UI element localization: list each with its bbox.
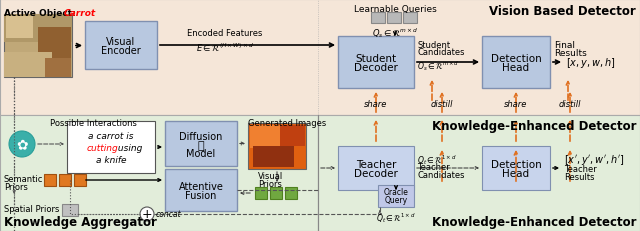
Text: Learnable Queries: Learnable Queries <box>354 5 436 14</box>
Bar <box>270 187 282 199</box>
Text: +: + <box>141 208 152 221</box>
Text: ✿: ✿ <box>16 137 28 151</box>
Text: Decoder: Decoder <box>354 168 398 178</box>
Text: a knife: a knife <box>96 155 126 164</box>
Text: $[x',y',w',h']$: $[x',y',w',h']$ <box>564 152 625 166</box>
Bar <box>62 204 78 216</box>
Bar <box>4 15 72 78</box>
Text: Knowledge-Enhanced Detector: Knowledge-Enhanced Detector <box>431 119 636 132</box>
Circle shape <box>140 207 154 221</box>
Bar <box>74 174 86 186</box>
Bar <box>482 146 550 190</box>
Text: Possible Interactions: Possible Interactions <box>50 119 137 128</box>
Bar <box>4 53 52 78</box>
Bar <box>255 187 267 199</box>
Bar <box>285 187 297 199</box>
Bar <box>482 37 550 89</box>
Text: Detection: Detection <box>491 54 541 64</box>
Text: using: using <box>115 143 142 152</box>
Circle shape <box>9 131 35 157</box>
Text: Fusion: Fusion <box>186 190 217 200</box>
Text: Attentive: Attentive <box>179 181 223 191</box>
Text: $O_s\in\mathcal{R}^{m\times d}$: $O_s\in\mathcal{R}^{m\times d}$ <box>417 59 460 73</box>
Text: Carrot: Carrot <box>64 9 96 18</box>
Bar <box>378 185 414 207</box>
Bar <box>250 125 282 148</box>
Text: Final: Final <box>554 41 575 50</box>
Bar <box>253 146 294 167</box>
Bar <box>4 15 72 43</box>
Text: $Q_s\in\mathcal{R}^{m\times d}$: $Q_s\in\mathcal{R}^{m\times d}$ <box>372 26 418 40</box>
Bar <box>59 174 71 186</box>
Text: Results: Results <box>564 172 595 181</box>
Text: Head: Head <box>502 168 529 178</box>
Text: share: share <box>364 100 388 109</box>
Text: distill: distill <box>559 100 581 109</box>
Text: cutting: cutting <box>87 143 119 152</box>
Text: concat: concat <box>156 210 182 219</box>
Bar <box>85 22 157 70</box>
Text: Active Object:: Active Object: <box>4 9 79 18</box>
Text: Head: Head <box>502 63 529 73</box>
Text: $Q_t\in\mathcal{R}^{1\times d}$: $Q_t\in\mathcal{R}^{1\times d}$ <box>376 210 416 224</box>
Text: a carrot is: a carrot is <box>88 131 134 140</box>
Text: Priors: Priors <box>4 182 28 191</box>
Text: Knowledge Aggregator: Knowledge Aggregator <box>4 215 157 228</box>
Bar <box>45 59 70 78</box>
Text: Vision Based Detector: Vision Based Detector <box>489 5 636 18</box>
Text: Spatial Priors: Spatial Priors <box>4 204 60 213</box>
Text: $E\in\mathcal{R}^{(H\times W)\times d}$: $E\in\mathcal{R}^{(H\times W)\times d}$ <box>196 42 254 54</box>
Bar <box>248 123 306 169</box>
Text: Generated Images: Generated Images <box>248 119 326 128</box>
Bar <box>371 13 385 24</box>
Text: Teacher: Teacher <box>417 162 450 171</box>
Text: Teacher: Teacher <box>356 159 396 169</box>
Bar <box>280 125 305 146</box>
Text: Student: Student <box>355 54 397 64</box>
Bar <box>165 122 237 166</box>
Bar <box>318 116 640 231</box>
Bar <box>387 13 401 24</box>
Text: Encoder: Encoder <box>101 46 141 56</box>
Text: Results: Results <box>554 49 587 58</box>
Text: Model: Model <box>186 149 216 159</box>
Text: $O_t\in\mathcal{R}^{1\times d}$: $O_t\in\mathcal{R}^{1\times d}$ <box>417 152 457 166</box>
Text: distill: distill <box>431 100 453 109</box>
Text: 🔒: 🔒 <box>198 141 204 151</box>
Bar <box>338 37 414 89</box>
Text: Candidates: Candidates <box>417 170 465 179</box>
Text: Candidates: Candidates <box>417 48 465 57</box>
Text: share: share <box>504 100 528 109</box>
Text: Priors: Priors <box>258 179 282 188</box>
Bar <box>67 122 155 173</box>
Text: Diffusion: Diffusion <box>179 132 223 142</box>
Bar <box>0 0 640 116</box>
Text: Visual: Visual <box>106 37 136 47</box>
Bar <box>0 116 318 231</box>
Text: $[x,y,w,h]$: $[x,y,w,h]$ <box>566 56 616 70</box>
Bar <box>6 17 33 39</box>
Text: Semantic: Semantic <box>4 174 44 183</box>
Bar <box>338 146 414 190</box>
Text: Teacher: Teacher <box>564 164 596 173</box>
Text: Oracle: Oracle <box>383 188 408 197</box>
Text: Visual: Visual <box>258 171 284 180</box>
Text: Student: Student <box>417 41 450 50</box>
Bar <box>403 13 417 24</box>
Text: Detection: Detection <box>491 159 541 169</box>
Text: Encoded Features: Encoded Features <box>188 29 262 38</box>
Bar <box>165 169 237 211</box>
Bar <box>44 174 56 186</box>
Text: Query: Query <box>385 196 408 205</box>
Bar <box>38 27 70 59</box>
Text: Knowledge-Enhanced Detector: Knowledge-Enhanced Detector <box>431 215 636 228</box>
Text: Decoder: Decoder <box>354 63 398 73</box>
